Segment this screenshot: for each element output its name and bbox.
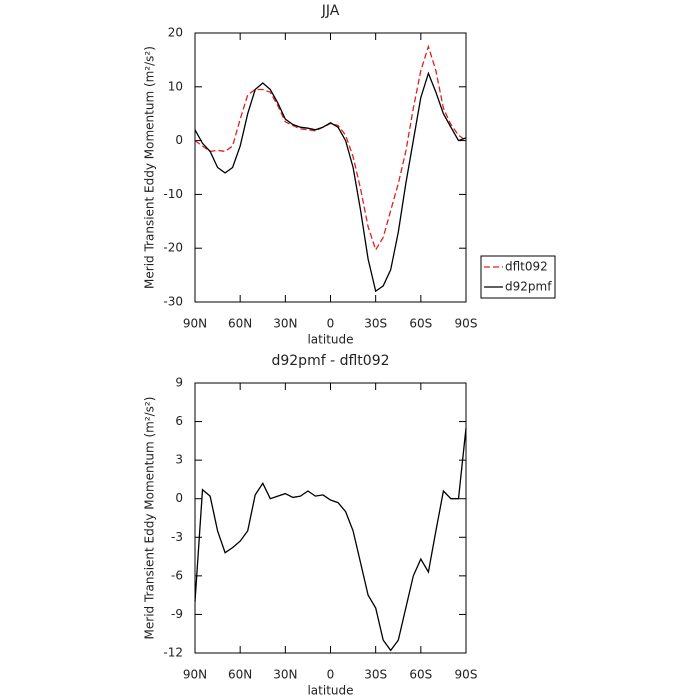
x-tick-label: 60S xyxy=(409,317,432,331)
chart-title: JJA xyxy=(321,3,340,19)
x-tick-label: 60N xyxy=(228,317,252,331)
x-tick-label: 60N xyxy=(228,668,252,682)
y-tick-label: 0 xyxy=(175,133,183,147)
legend-label: d92pmf xyxy=(505,280,552,294)
y-tick-label: -30 xyxy=(163,295,183,309)
x-tick-label: 0 xyxy=(327,317,335,331)
y-axis-label: Merid Transient Eddy Momentum (m²/s²) xyxy=(143,397,157,640)
y-tick-label: -12 xyxy=(163,646,183,660)
x-tick-label: 30N xyxy=(273,317,297,331)
x-tick-label: 30N xyxy=(273,668,297,682)
y-tick-label: 9 xyxy=(175,376,183,390)
y-tick-label: -10 xyxy=(163,187,183,201)
x-tick-label: 0 xyxy=(327,668,335,682)
x-tick-label: 30S xyxy=(364,317,387,331)
legend-label: dflt092 xyxy=(505,260,548,274)
series-line xyxy=(194,44,467,252)
x-tick-label: 90N xyxy=(183,668,207,682)
series-line xyxy=(194,71,467,293)
plot-frame xyxy=(194,382,467,654)
x-tick-label: 90N xyxy=(183,317,207,331)
x-tick-label: 60S xyxy=(409,668,432,682)
x-tick-label: 90S xyxy=(455,317,478,331)
x-tick-label: 30S xyxy=(364,668,387,682)
y-tick-label: 6 xyxy=(175,414,183,428)
x-axis-label: latitude xyxy=(307,684,353,698)
x-axis-label: latitude xyxy=(307,333,353,347)
y-tick-label: 20 xyxy=(168,26,183,40)
y-tick-label: -9 xyxy=(171,607,183,621)
y-tick-label: -3 xyxy=(171,530,183,544)
y-axis-label: Merid Transient Eddy Momentum (m²/s²) xyxy=(143,46,157,289)
y-tick-label: 0 xyxy=(175,491,183,505)
y-tick-label: 3 xyxy=(175,453,183,467)
y-tick-label: -6 xyxy=(171,568,183,582)
legend-box xyxy=(480,255,556,299)
series-line xyxy=(194,427,467,652)
y-tick-label: -20 xyxy=(163,241,183,255)
chart-title: d92pmf - dflt092 xyxy=(271,353,389,369)
y-tick-label: 10 xyxy=(168,79,183,93)
plot-frame xyxy=(194,32,467,303)
x-tick-label: 90S xyxy=(455,668,478,682)
